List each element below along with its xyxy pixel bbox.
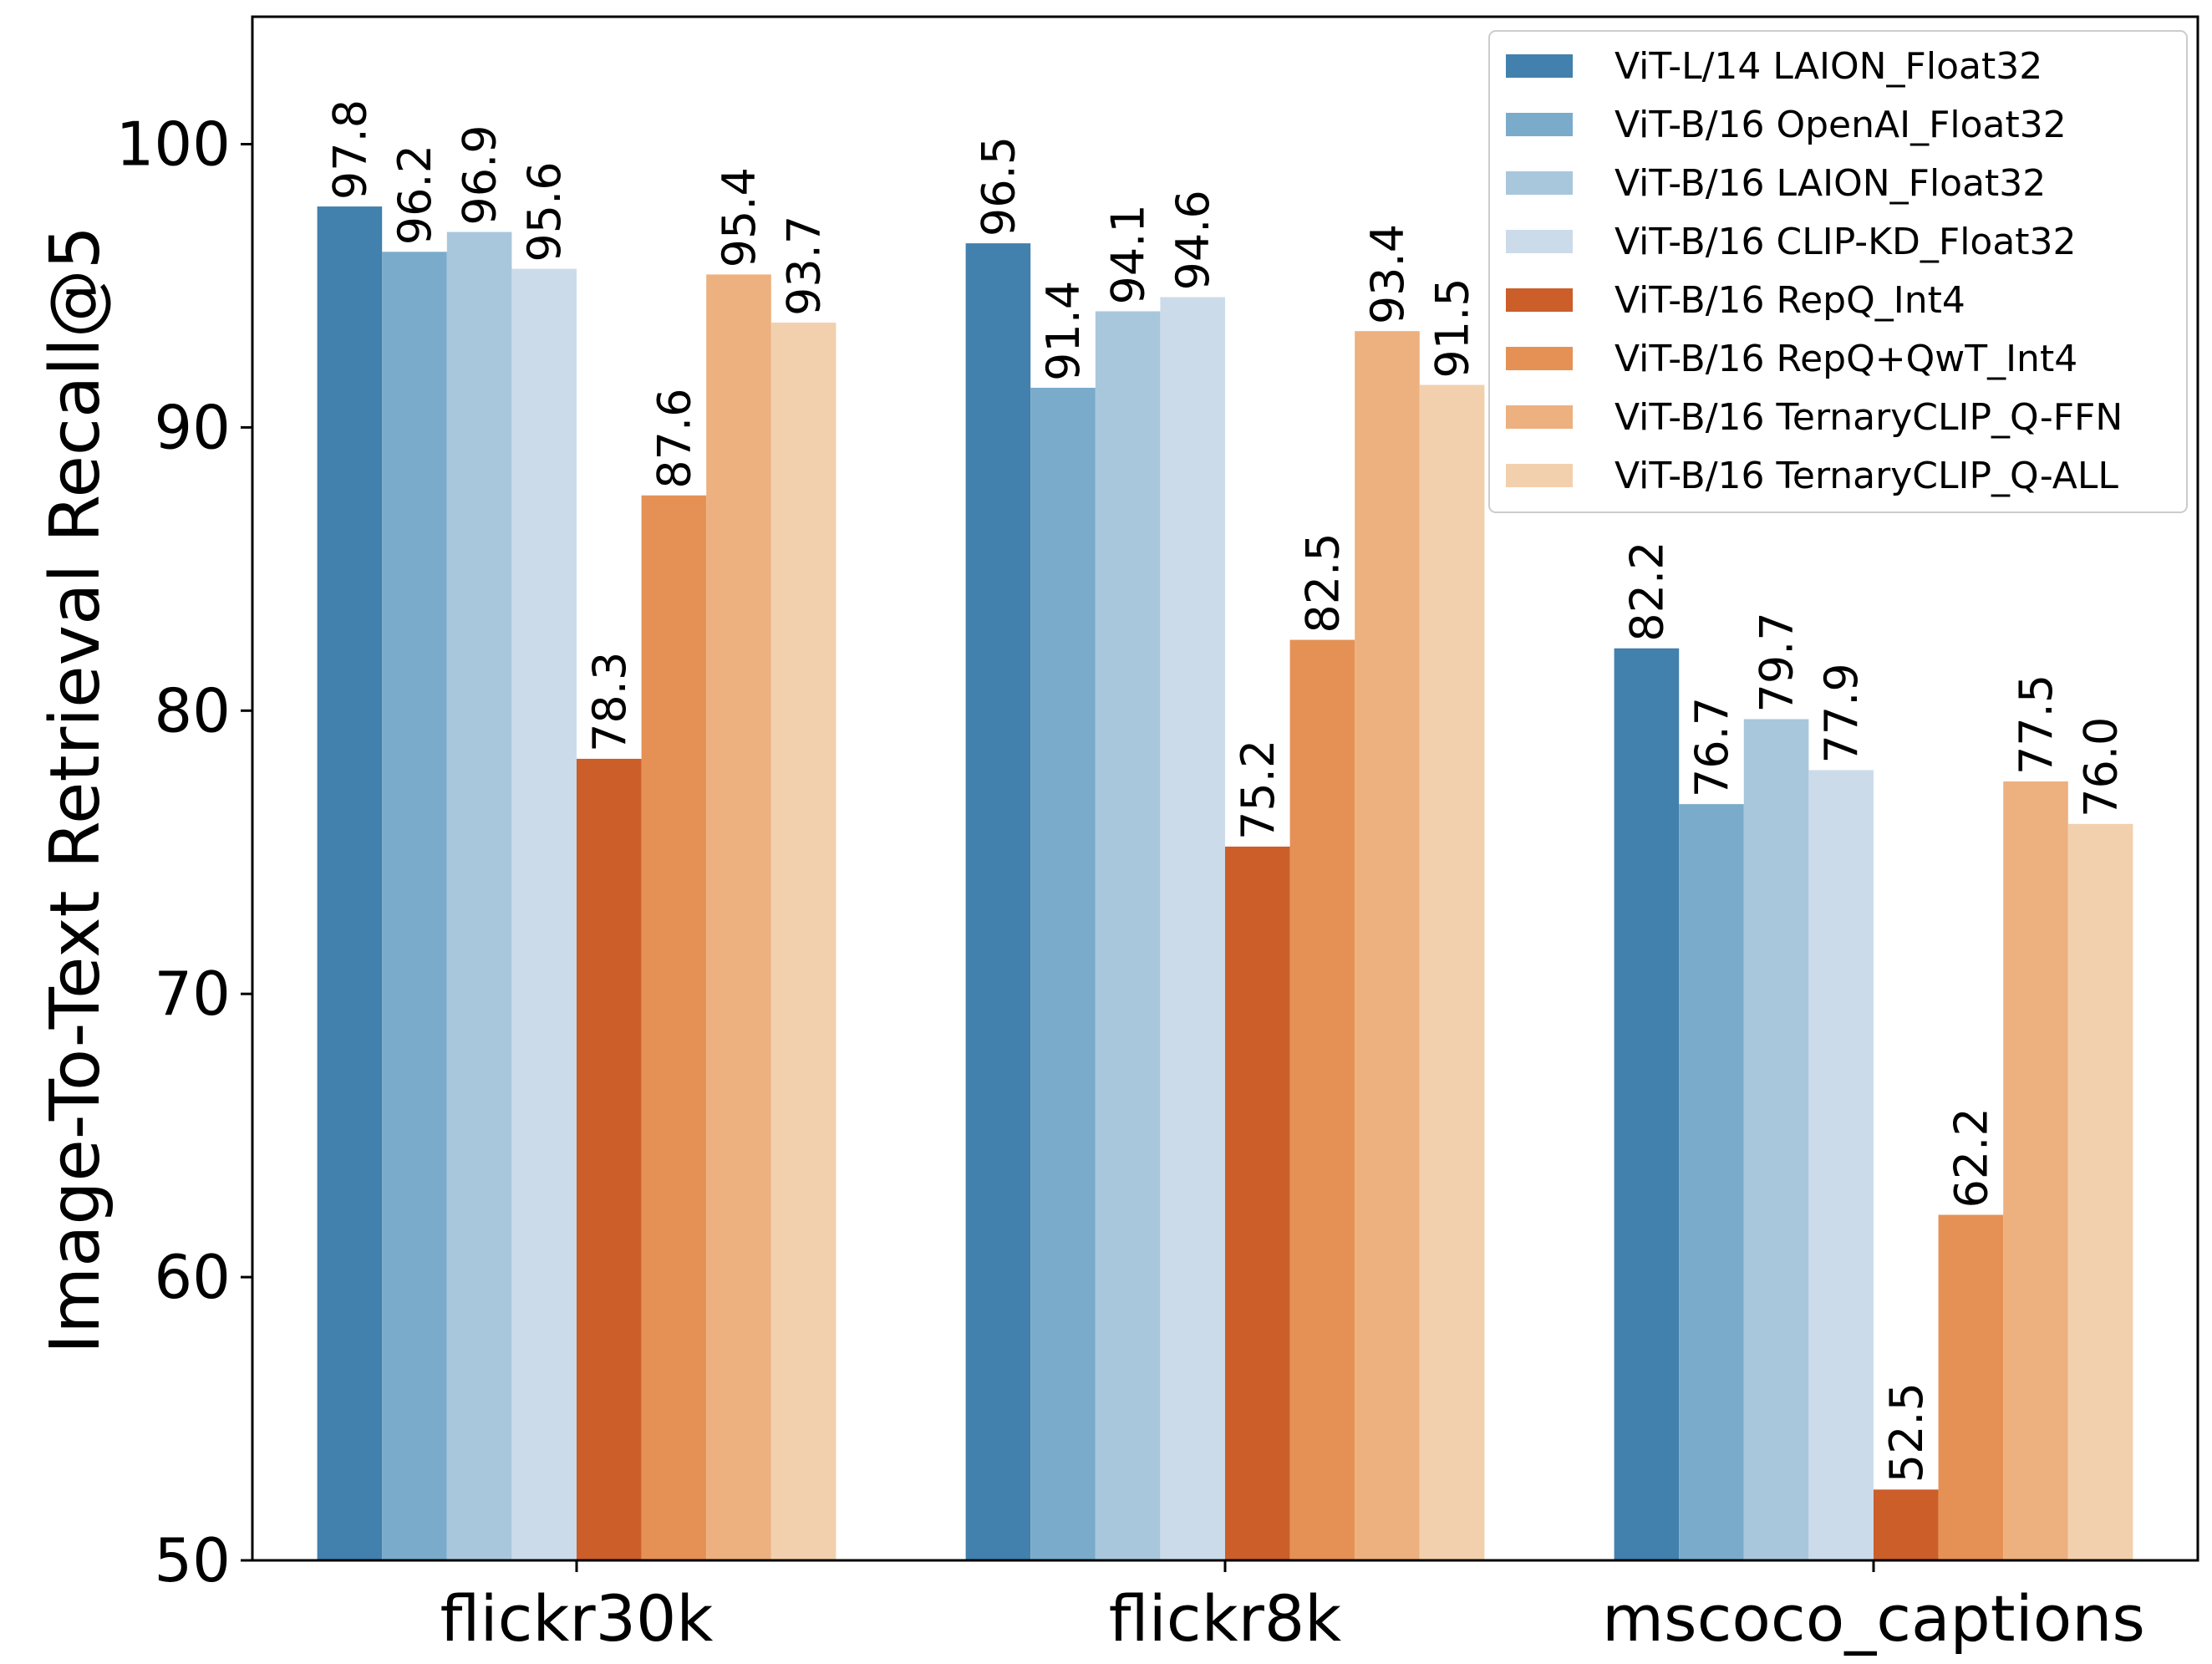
- data-label: 95.4: [713, 167, 765, 267]
- data-label: 91.4: [1037, 281, 1090, 381]
- legend-label: ViT-B/16 TernaryCLIP_Q-ALL: [1615, 455, 2118, 497]
- data-label: 97.8: [323, 99, 376, 200]
- bar-mscoco_captions-4: [1874, 1489, 1939, 1560]
- data-label: 94.1: [1102, 204, 1155, 304]
- bar-mscoco_captions-6: [2003, 781, 2068, 1560]
- legend-label: ViT-L/14 LAION_Float32: [1615, 45, 2042, 88]
- bar-flickr8k-3: [1160, 297, 1225, 1560]
- bars-layer: [317, 206, 2133, 1561]
- bar-mscoco_captions-2: [1743, 719, 1809, 1560]
- legend-label: ViT-B/16 RepQ+QwT_Int4: [1615, 338, 2077, 380]
- legend-swatch: [1506, 54, 1573, 78]
- data-label: 94.6: [1167, 190, 1219, 290]
- y-tick-label: 80: [154, 675, 231, 745]
- bar-flickr8k-2: [1095, 311, 1161, 1561]
- bar-flickr30k-6: [706, 274, 771, 1560]
- data-label: 75.2: [1232, 740, 1284, 840]
- legend-label: ViT-B/16 TernaryCLIP_Q-FFN: [1615, 396, 2123, 439]
- data-label: 82.2: [1620, 542, 1673, 642]
- data-label: 96.2: [389, 145, 441, 245]
- bar-flickr8k-4: [1225, 846, 1290, 1560]
- bar-flickr30k-5: [641, 495, 707, 1560]
- bar-mscoco_captions-0: [1614, 648, 1680, 1560]
- legend-label: ViT-B/16 LAION_Float32: [1615, 162, 2046, 205]
- bar-flickr8k-6: [1355, 331, 1420, 1561]
- bar-flickr30k-3: [511, 268, 577, 1560]
- x-axis: flickr30k flickr8k mscoco_captions: [440, 1560, 2145, 1656]
- legend-swatch: [1506, 464, 1573, 487]
- data-label: 77.5: [2010, 674, 2062, 775]
- y-tick-label: 90: [154, 392, 231, 462]
- data-label: 93.7: [778, 216, 831, 316]
- data-labels-layer: 97.8 96.5 82.2 96.2 91.4 76.7 96.9 94.1 79.7 95.6…: [323, 99, 2127, 1483]
- data-label: 96.5: [972, 136, 1025, 237]
- legend-label: ViT-B/16 OpenAI_Float32: [1615, 104, 2067, 146]
- data-label: 76.7: [1686, 697, 1738, 797]
- data-label: 87.6: [648, 389, 700, 489]
- bar-mscoco_captions-1: [1679, 804, 1744, 1560]
- data-label: 93.4: [1361, 224, 1414, 324]
- y-axis: 50 60 70 80 90 100: [116, 109, 252, 1595]
- data-label: 78.3: [583, 652, 636, 752]
- legend-swatch: [1506, 405, 1573, 429]
- bar-flickr8k-5: [1289, 639, 1355, 1560]
- legend-swatch: [1506, 113, 1573, 136]
- data-label: 52.5: [1880, 1382, 1933, 1483]
- data-label: 82.5: [1296, 532, 1349, 633]
- data-label: 91.5: [1426, 277, 1479, 378]
- bar-flickr8k-0: [965, 243, 1031, 1560]
- y-tick-label: 100: [116, 109, 231, 180]
- data-label: 79.7: [1751, 612, 1803, 712]
- bar-mscoco_captions-5: [1938, 1214, 2004, 1560]
- x-tick-label-flickr8k: flickr8k: [1109, 1581, 1341, 1656]
- y-tick-label: 50: [154, 1525, 231, 1595]
- bar-flickr30k-7: [770, 323, 836, 1560]
- legend-swatch: [1506, 288, 1573, 312]
- bar-mscoco_captions-3: [1808, 770, 1874, 1560]
- x-tick-label-mscoco_captions: mscoco_captions: [1602, 1581, 2145, 1656]
- legend-swatch: [1506, 347, 1573, 370]
- legend: ViT-L/14 LAION_Float32 ViT-B/16 OpenAI_Fl…: [1488, 30, 2188, 513]
- data-label: 76.0: [2075, 717, 2128, 817]
- legend-box: [1488, 30, 2188, 513]
- bar-flickr8k-1: [1030, 387, 1096, 1561]
- legend-label: ViT-B/16 CLIP-KD_Float32: [1615, 221, 2077, 263]
- data-label: 62.2: [1945, 1107, 1997, 1208]
- y-tick-label: 70: [154, 959, 231, 1029]
- x-tick-label-flickr30k: flickr30k: [440, 1581, 714, 1656]
- data-label: 77.9: [1815, 663, 1868, 763]
- bar-mscoco_captions-7: [2067, 823, 2133, 1560]
- data-label: 95.6: [518, 161, 571, 262]
- bar-flickr30k-2: [446, 232, 512, 1560]
- legend-label: ViT-B/16 RepQ_Int4: [1615, 279, 1965, 322]
- bar-flickr8k-7: [1419, 384, 1485, 1560]
- bar-flickr30k-0: [317, 206, 383, 1560]
- bar-flickr30k-1: [382, 252, 447, 1560]
- legend-swatch: [1506, 171, 1573, 195]
- y-tick-label: 60: [154, 1242, 231, 1312]
- legend-swatch: [1506, 230, 1573, 253]
- data-label: 96.9: [454, 125, 506, 225]
- y-axis-label: Image-To-Text Retrieval Recall@5: [36, 226, 115, 1354]
- bar-flickr30k-4: [577, 758, 642, 1560]
